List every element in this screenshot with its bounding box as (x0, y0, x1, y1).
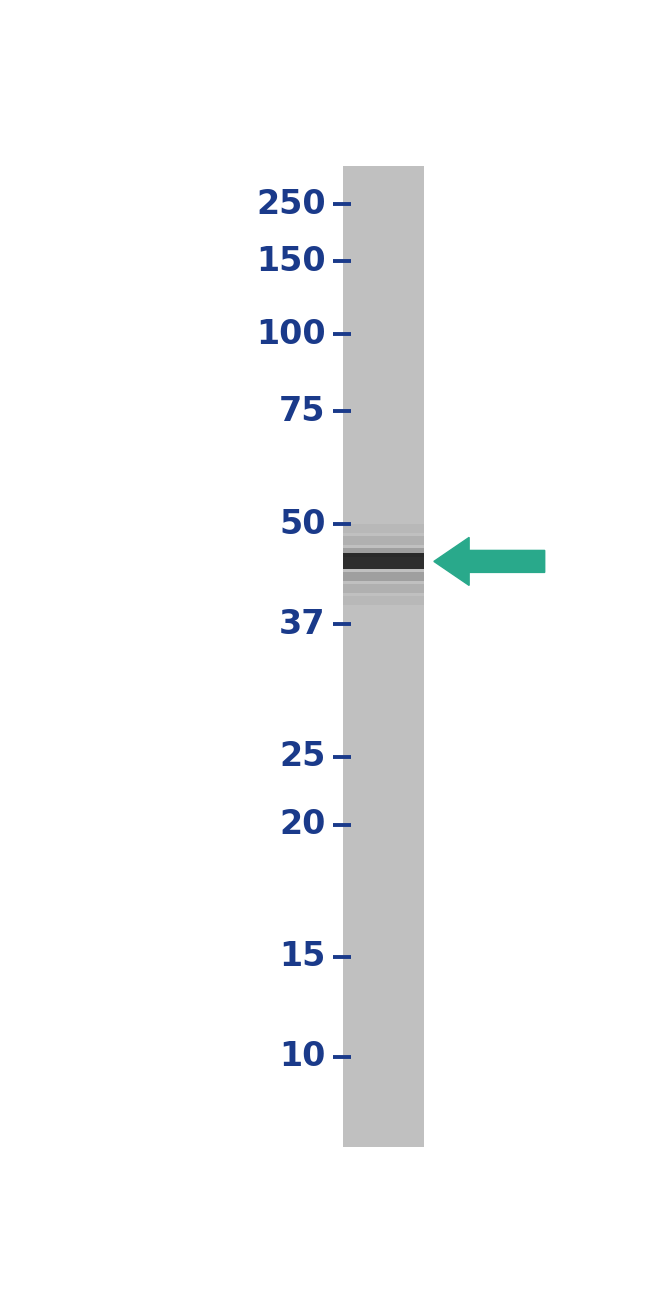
Text: 250: 250 (256, 187, 326, 221)
Text: 20: 20 (280, 809, 326, 841)
Text: 10: 10 (280, 1040, 326, 1074)
Text: 75: 75 (279, 395, 326, 428)
Bar (343, 524, 424, 533)
Bar (343, 595, 424, 606)
Text: 100: 100 (256, 317, 326, 351)
Bar (343, 554, 424, 569)
Bar (343, 584, 424, 593)
Text: 37: 37 (279, 608, 326, 641)
Text: 50: 50 (279, 508, 326, 541)
Text: 15: 15 (280, 940, 326, 974)
Text: 150: 150 (256, 244, 326, 278)
Bar (343, 166, 424, 1147)
Bar (343, 536, 424, 546)
Bar (343, 547, 424, 558)
FancyArrow shape (434, 537, 545, 585)
Text: 25: 25 (280, 740, 326, 774)
Bar (343, 572, 424, 581)
